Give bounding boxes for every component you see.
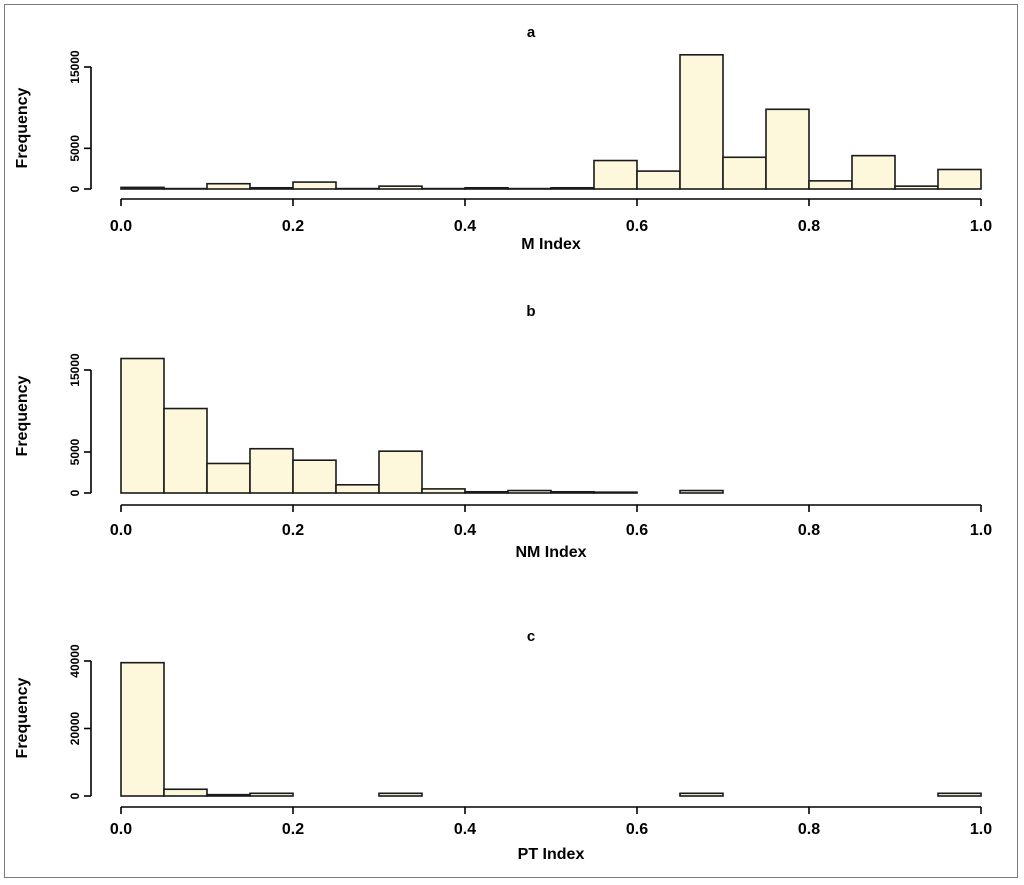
x-tick-label: 0.6 bbox=[626, 522, 648, 539]
y-axis-label: Frequency bbox=[14, 677, 31, 758]
histogram-bar bbox=[249, 447, 294, 494]
panel-title: c bbox=[527, 628, 535, 645]
x-tick-label: 0.4 bbox=[454, 522, 476, 539]
x-tick-label: 0.8 bbox=[798, 821, 820, 838]
histogram-bar bbox=[593, 159, 638, 190]
histogram-bar bbox=[722, 156, 767, 190]
histogram-bar bbox=[550, 186, 595, 190]
histogram-bar bbox=[550, 490, 595, 494]
x-tick-label: 0.4 bbox=[454, 821, 476, 838]
x-axis-label: M Index bbox=[521, 236, 581, 253]
histogram-bar bbox=[378, 185, 423, 190]
histogram-bar bbox=[507, 489, 552, 494]
histogram-bar bbox=[120, 661, 165, 797]
histogram-bar bbox=[335, 483, 380, 494]
histogram-bar bbox=[636, 170, 681, 190]
x-tick-label: 0.2 bbox=[282, 218, 304, 235]
x-tick-label: 1.0 bbox=[970, 522, 992, 539]
histogram-bar bbox=[593, 491, 638, 494]
y-tick-label: 0 bbox=[68, 792, 82, 799]
histogram-bar bbox=[937, 168, 982, 190]
histogram-bar bbox=[808, 180, 853, 190]
histogram-bar bbox=[378, 792, 423, 797]
histogram-bar bbox=[679, 792, 724, 797]
histogram-bar bbox=[249, 186, 294, 190]
x-tick-label: 1.0 bbox=[970, 218, 992, 235]
y-tick-label: 5000 bbox=[68, 135, 82, 162]
y-tick-label: 15000 bbox=[68, 353, 82, 387]
histogram-bar bbox=[163, 788, 208, 797]
histogram-bar bbox=[120, 186, 165, 190]
x-tick-label: 1.0 bbox=[970, 821, 992, 838]
histogram-bar bbox=[163, 407, 208, 494]
histogram-bar bbox=[292, 181, 337, 190]
histogram-bar bbox=[120, 357, 165, 494]
histogram-bar bbox=[464, 490, 509, 494]
histogram-bar bbox=[206, 462, 251, 494]
x-tick-label: 0.4 bbox=[454, 218, 476, 235]
histogram-bar bbox=[206, 182, 251, 190]
y-axis-label: Frequency bbox=[14, 375, 31, 456]
x-tick-label: 0.6 bbox=[626, 821, 648, 838]
histogram-bar bbox=[378, 450, 423, 494]
x-tick-label: 0.0 bbox=[110, 522, 132, 539]
x-tick-label: 0.2 bbox=[282, 522, 304, 539]
histogram-bar bbox=[421, 488, 466, 494]
x-tick-label: 0.2 bbox=[282, 821, 304, 838]
histogram-bar bbox=[679, 489, 724, 494]
x-tick-label: 0.0 bbox=[110, 821, 132, 838]
x-tick-label: 0.8 bbox=[798, 522, 820, 539]
x-axis-label: NM Index bbox=[515, 544, 586, 561]
y-tick-label: 40000 bbox=[68, 644, 82, 678]
x-tick-label: 0.6 bbox=[626, 218, 648, 235]
histogram-bar bbox=[851, 154, 896, 190]
y-axis-label: Frequency bbox=[14, 87, 31, 168]
x-tick-label: 0.0 bbox=[110, 218, 132, 235]
x-axis-label: PT Index bbox=[518, 846, 585, 863]
y-tick-label: 0 bbox=[68, 185, 82, 192]
y-tick-label: 5000 bbox=[68, 438, 82, 465]
y-tick-label: 15000 bbox=[68, 50, 82, 84]
histogram-bar bbox=[249, 792, 294, 797]
histogram-bar bbox=[894, 185, 939, 190]
histogram-bar bbox=[937, 792, 982, 797]
y-tick-label: 0 bbox=[68, 489, 82, 496]
histogram-bar bbox=[679, 53, 724, 190]
x-tick-label: 0.8 bbox=[798, 218, 820, 235]
panel-title: a bbox=[527, 24, 536, 41]
histogram-bar bbox=[765, 108, 810, 190]
histogram-bar bbox=[464, 186, 509, 190]
histogram-bar bbox=[292, 459, 337, 494]
panel-title: b bbox=[526, 303, 535, 320]
y-tick-label: 20000 bbox=[68, 711, 82, 745]
histogram-bar bbox=[206, 793, 251, 797]
